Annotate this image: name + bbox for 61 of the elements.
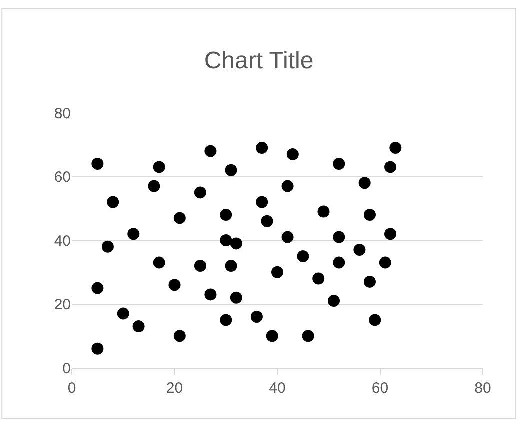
- point: [384, 161, 397, 174]
- point: [220, 314, 232, 326]
- point: [364, 276, 376, 288]
- point: [102, 240, 114, 253]
- y-tick-label: 40: [54, 232, 71, 250]
- point: [286, 148, 299, 160]
- point: [128, 228, 140, 240]
- point: [92, 158, 104, 170]
- point: [364, 209, 376, 221]
- point: [297, 250, 310, 262]
- point: [194, 186, 206, 199]
- point: [132, 320, 145, 333]
- point: [204, 145, 217, 158]
- x-tick-label: 60: [372, 380, 389, 397]
- point: [328, 295, 340, 308]
- point: [358, 177, 371, 190]
- point: [333, 256, 346, 269]
- point: [333, 231, 346, 244]
- point: [312, 272, 325, 285]
- x-tick-label: 20: [166, 380, 184, 397]
- point: [261, 215, 274, 228]
- point: [256, 196, 268, 208]
- point: [148, 180, 160, 192]
- point: [204, 288, 217, 301]
- point: [354, 244, 366, 256]
- point: [318, 206, 330, 218]
- point: [168, 279, 181, 292]
- point: [117, 308, 130, 320]
- point: [153, 161, 166, 174]
- point: [256, 142, 268, 154]
- chart-title: Chart Title: [204, 47, 314, 74]
- point: [384, 228, 397, 240]
- x-tick-label: 80: [474, 380, 492, 397]
- point: [369, 314, 382, 326]
- point: [302, 330, 314, 342]
- point: [174, 212, 186, 224]
- point: [225, 164, 238, 176]
- point: [194, 260, 206, 272]
- point: [390, 142, 402, 154]
- point: [230, 238, 242, 250]
- point: [220, 209, 232, 221]
- point: [225, 260, 238, 272]
- point: [92, 282, 104, 294]
- point: [230, 292, 242, 304]
- y-tick-label: 0: [62, 360, 71, 378]
- point: [92, 342, 104, 355]
- point: [266, 330, 278, 342]
- y-tick-label: 60: [54, 169, 71, 186]
- point: [272, 266, 284, 278]
- point: [220, 234, 232, 246]
- y-tick-label: 20: [54, 296, 71, 314]
- point: [282, 180, 294, 192]
- point: [174, 330, 186, 342]
- point: [282, 231, 294, 244]
- point: [379, 256, 392, 269]
- y-tick-label: 80: [54, 105, 71, 122]
- point: [250, 311, 263, 323]
- point: [107, 196, 120, 208]
- point: [333, 158, 346, 170]
- x-tick-label: 40: [269, 380, 286, 397]
- point: [153, 256, 166, 269]
